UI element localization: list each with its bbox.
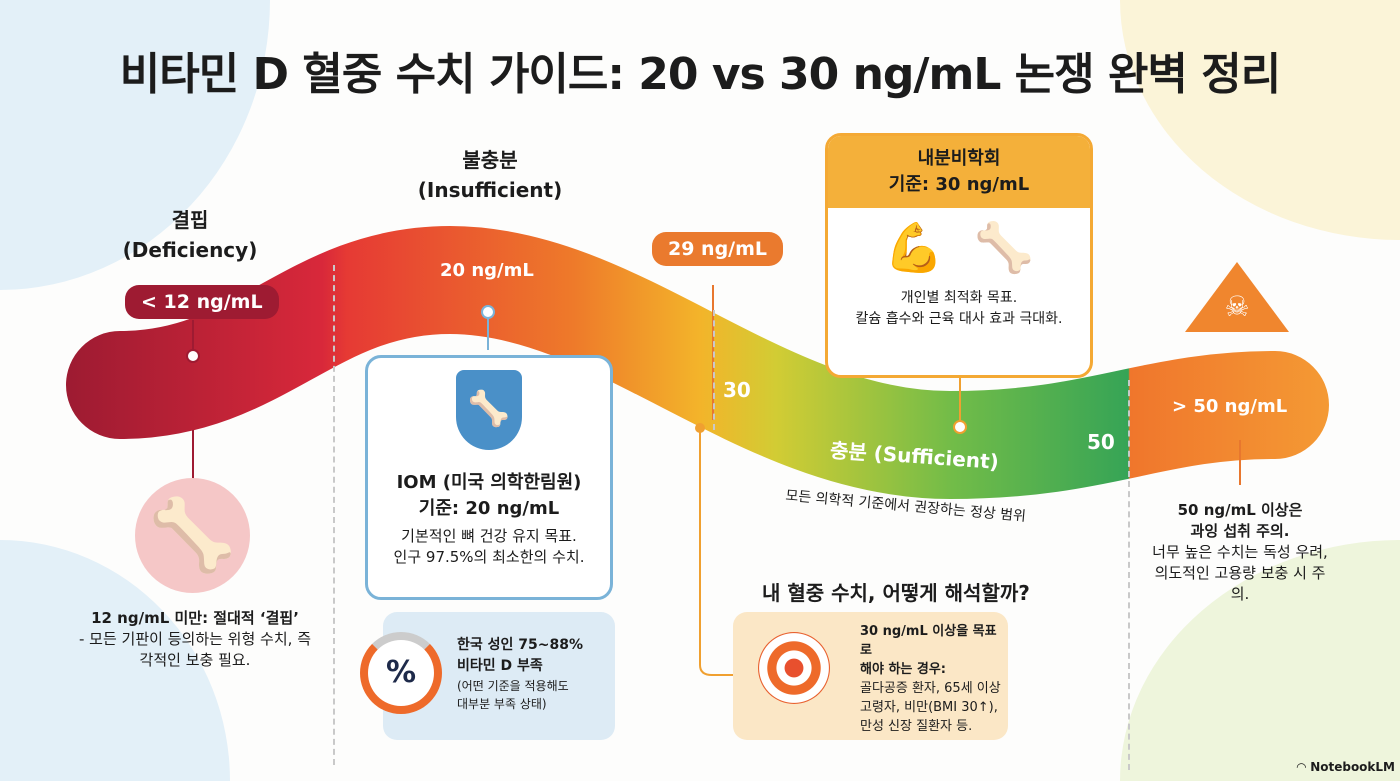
broken-bone-icon: 🦴 <box>135 478 250 593</box>
notebooklm-brand: ◠ NotebookLM <box>1290 760 1395 774</box>
wave-band <box>66 225 1329 500</box>
iom-desc: 인구 97.5%의 최소한의 수치. <box>393 548 585 566</box>
skull-icon: ☠ <box>1224 290 1250 323</box>
shield-bone-icon: 🦴 <box>456 370 522 450</box>
endocrine-desc: 칼슘 흡수와 근육 대사 효과 극대화. <box>855 311 1063 327</box>
target-icon <box>758 632 830 704</box>
interpret-desc: 골다공증 환자, 65세 이상 고령자, 비만(BMI 30↑), 만성 신장 … <box>860 681 1001 734</box>
interpret-title2: 해야 하는 경우: <box>860 662 947 677</box>
interpret-connector <box>699 428 735 676</box>
percent-symbol: % <box>385 655 417 690</box>
page-title: 비타민 D 혈중 수치 가이드: 20 vs 30 ng/mL 논쟁 완벽 정리 <box>119 49 1281 100</box>
marker-50: 50 <box>1087 430 1115 454</box>
toxic-warning-icon <box>1185 262 1289 332</box>
excess-desc: 너무 높은 수치는 독성 우려, 의도적인 고용량 보충 시 주의. <box>1152 543 1328 603</box>
insufficient-sublabel: (Insufficient) <box>417 178 563 202</box>
zone-divider <box>713 310 715 430</box>
iom-marker <box>481 305 495 319</box>
iom-desc: 기본적인 뼈 건강 유지 목표. <box>401 527 577 545</box>
korea-stat-title: 한국 성인 75~88% <box>457 637 583 653</box>
zone-divider <box>333 265 335 765</box>
notebooklm-logo-icon: ◠ <box>1296 760 1311 774</box>
deficiency-label: 결핍 <box>171 208 209 232</box>
korea-stat-desc: (어떤 기준을 적용해도 <box>457 679 569 693</box>
marker-29-badge: 29 ng/mL <box>652 232 784 266</box>
korea-stat-desc2: 대부분 부족 상태) <box>457 697 547 711</box>
endocrine-desc: 개인별 최적화 목표. <box>900 290 1018 306</box>
brand-label: NotebookLM <box>1310 760 1395 774</box>
insufficient-value: 20 ng/mL <box>440 260 534 281</box>
percent-ring-icon: % <box>360 632 442 714</box>
deficiency-value-badge: < 12 ng/mL <box>125 285 279 319</box>
zone-divider <box>1128 380 1130 770</box>
interpret-heading: 내 혈중 수치, 어떻게 해석할까? <box>762 581 1030 605</box>
endocrine-card: 내분비학회 기준: 30 ng/mL 💪 🦴 개인별 최적화 목표. 칼슘 흡수… <box>825 133 1093 378</box>
deficiency-desc: - 모든 기판이 등의하는 위형 수치, 즉각적인 보충 필요. <box>79 630 311 669</box>
insufficient-label: 불충분 <box>462 148 518 172</box>
interpret-title: 30 ng/mL 이상을 목표로 <box>860 624 997 658</box>
korea-stat-title2: 비타민 D 부족 <box>457 658 543 674</box>
bone-icon: 🦴 <box>974 220 1035 276</box>
excess-desc-title: 50 ng/mL 이상은 <box>1177 501 1303 519</box>
muscle-icon: 💪 <box>883 220 944 276</box>
endocrine-title-value: 기준: 30 ng/mL <box>888 174 1030 195</box>
excess-desc-title2: 과잉 섭취 주의. <box>1190 522 1290 540</box>
iom-title: IOM (미국 의학한림원) <box>396 472 582 493</box>
marker-30: 30 <box>723 378 751 402</box>
iom-title-value: 기준: 20 ng/mL <box>418 498 560 519</box>
iom-card: 🦴 IOM (미국 의학한림원) 기준: 20 ng/mL 기본적인 뼈 건강 … <box>365 355 613 600</box>
deficiency-sublabel: (Deficiency) <box>122 238 258 262</box>
excess-value: > 50 ng/mL <box>1172 396 1288 417</box>
deficiency-desc-title: 12 ng/mL 미만: 절대적 ‘결핍’ <box>91 609 299 627</box>
deficiency-marker <box>186 349 200 363</box>
endocrine-marker <box>953 420 967 434</box>
endocrine-title: 내분비학회 <box>917 148 1001 169</box>
